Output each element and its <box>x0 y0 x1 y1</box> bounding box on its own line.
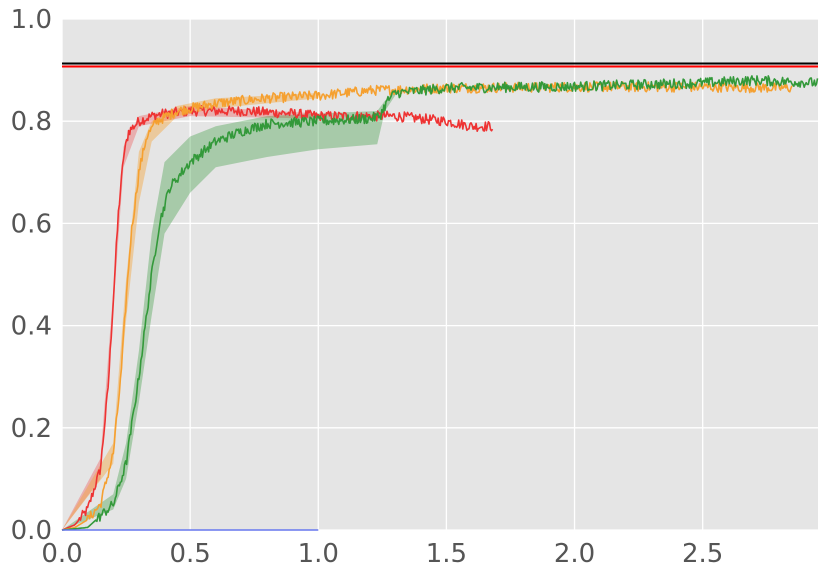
y-tick-label-0: 0.0 <box>11 516 52 546</box>
x-axis-ticks: 0.0 0.5 1.0 1.5 2.0 2.5 <box>41 539 723 569</box>
series-lines <box>61 75 819 531</box>
x-tick-label-0: 0.0 <box>41 539 82 569</box>
series-2-band <box>62 90 396 530</box>
y-tick-label-1: 0.2 <box>11 414 52 444</box>
x-tick-label-2: 1.0 <box>298 539 339 569</box>
series-0-line <box>61 105 494 531</box>
series-0-band <box>62 105 319 531</box>
confidence-bands <box>62 90 396 531</box>
y-axis-ticks: 0.0 0.2 0.4 0.6 0.8 1.0 <box>11 5 52 546</box>
y-tick-label-4: 0.8 <box>11 107 52 137</box>
y-tick-label-2: 0.4 <box>11 312 52 342</box>
reference-lines <box>62 62 818 68</box>
plot-background <box>62 19 818 530</box>
x-tick-label-3: 1.5 <box>426 539 467 569</box>
y-tick-label-3: 0.6 <box>11 209 52 239</box>
x-tick-label-1: 0.5 <box>169 539 210 569</box>
x-tick-label-4: 2.0 <box>554 539 595 569</box>
series-2-line <box>61 75 819 531</box>
x-tick-label-5: 2.5 <box>682 539 723 569</box>
y-tick-label-5: 1.0 <box>11 5 52 35</box>
